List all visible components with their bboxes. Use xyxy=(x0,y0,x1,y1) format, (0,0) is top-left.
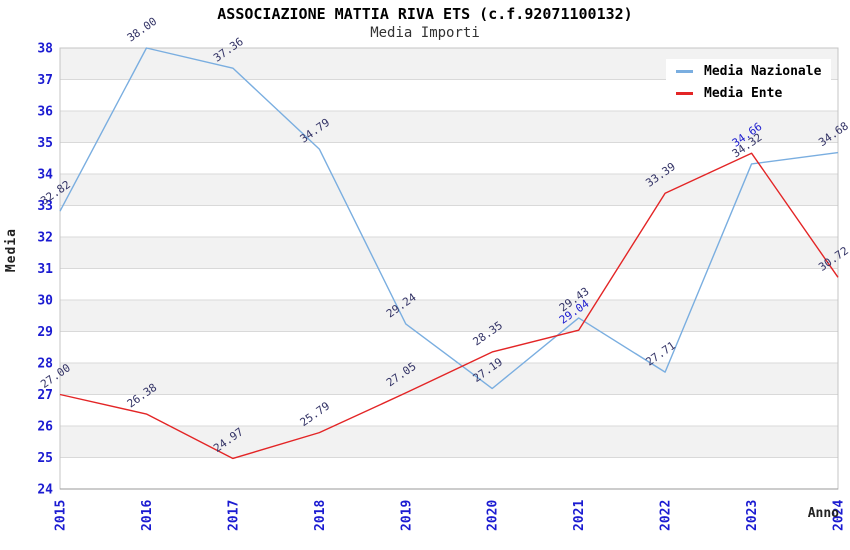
y-tick-label: 28 xyxy=(37,357,53,372)
x-tick-label: 2021 xyxy=(572,500,587,531)
series-line-media-ente xyxy=(59,152,839,460)
plot-band xyxy=(60,111,838,143)
y-tick-label: 32 xyxy=(37,231,53,246)
y-tick-label: 36 xyxy=(37,105,53,120)
x-tick-label: 2015 xyxy=(54,500,69,531)
y-tick-label: 29 xyxy=(37,325,53,340)
x-tick-label: 2017 xyxy=(226,500,241,531)
y-tick-label: 34 xyxy=(37,168,53,183)
legend-item-media-nazionale: Media Nazionale xyxy=(676,64,821,79)
y-tick-label: 24 xyxy=(37,483,53,498)
plot-band xyxy=(60,426,838,458)
y-tick-label: 38 xyxy=(37,42,53,57)
y-tick-label: 31 xyxy=(37,262,53,277)
plot-band xyxy=(60,363,838,395)
legend-label: Media Nazionale xyxy=(704,64,822,79)
x-axis-title: Anno xyxy=(807,506,839,521)
chart-subtitle: Media Importi xyxy=(370,25,480,41)
legend: Media Nazionale Media Ente xyxy=(666,59,832,107)
chart-title: ASSOCIAZIONE MATTIA RIVA ETS (c.f.920711… xyxy=(217,5,633,23)
y-tick-label: 27 xyxy=(37,388,53,403)
y-tick-label: 35 xyxy=(37,136,53,151)
series-line-media-nazionale xyxy=(59,47,839,390)
x-tick-label: 2018 xyxy=(313,500,328,531)
y-tick-label: 25 xyxy=(37,451,53,466)
y-tick-label: 26 xyxy=(37,420,53,435)
plot-band xyxy=(60,300,838,332)
x-tick-label: 2020 xyxy=(486,500,501,531)
x-tick-label: 2024 xyxy=(832,500,847,531)
y-tick-label: 33 xyxy=(37,199,53,214)
y-tick-label: 37 xyxy=(37,73,53,88)
x-tick-label: 2022 xyxy=(659,500,674,531)
line-swatch-icon xyxy=(676,70,693,73)
line-swatch-icon xyxy=(676,92,693,95)
y-axis-title: Media xyxy=(4,228,19,273)
plot-band xyxy=(60,237,838,269)
data-label: 38.00 xyxy=(125,15,160,45)
legend-label: Media Ente xyxy=(704,86,783,101)
data-label: 25.79 xyxy=(298,399,333,429)
x-tick-label: 2023 xyxy=(745,500,760,531)
x-tick-label: 2016 xyxy=(140,500,155,531)
x-tick-label: 2019 xyxy=(399,500,414,531)
plot-band xyxy=(60,174,838,206)
y-tick-label: 30 xyxy=(37,294,53,309)
legend-item-media-ente: Media Ente xyxy=(676,86,821,101)
